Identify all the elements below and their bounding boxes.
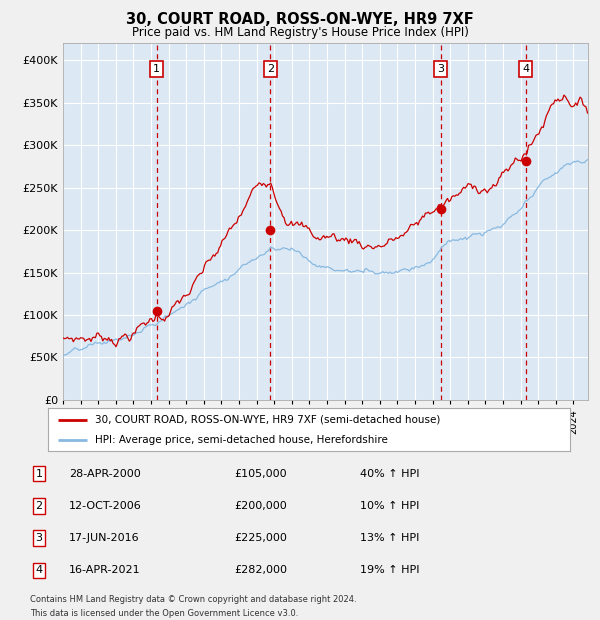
Text: 3: 3 [437,64,444,74]
Text: HPI: Average price, semi-detached house, Herefordshire: HPI: Average price, semi-detached house,… [95,435,388,445]
Text: This data is licensed under the Open Government Licence v3.0.: This data is licensed under the Open Gov… [30,608,298,618]
Text: 30, COURT ROAD, ROSS-ON-WYE, HR9 7XF (semi-detached house): 30, COURT ROAD, ROSS-ON-WYE, HR9 7XF (se… [95,415,440,425]
Text: Price paid vs. HM Land Registry's House Price Index (HPI): Price paid vs. HM Land Registry's House … [131,26,469,39]
Text: £282,000: £282,000 [234,565,287,575]
Text: 16-APR-2021: 16-APR-2021 [69,565,140,575]
Text: 4: 4 [35,565,43,575]
Text: 1: 1 [153,64,160,74]
Text: 4: 4 [522,64,529,74]
Text: 1: 1 [35,469,43,479]
Text: 13% ↑ HPI: 13% ↑ HPI [360,533,419,543]
Text: 30, COURT ROAD, ROSS-ON-WYE, HR9 7XF: 30, COURT ROAD, ROSS-ON-WYE, HR9 7XF [126,12,474,27]
Text: 3: 3 [35,533,43,543]
Text: £105,000: £105,000 [234,469,287,479]
Text: 17-JUN-2016: 17-JUN-2016 [69,533,140,543]
Text: 12-OCT-2006: 12-OCT-2006 [69,501,142,511]
Text: 2: 2 [267,64,274,74]
Text: 2: 2 [35,501,43,511]
Text: Contains HM Land Registry data © Crown copyright and database right 2024.: Contains HM Land Registry data © Crown c… [30,595,356,604]
Text: £200,000: £200,000 [234,501,287,511]
Text: £225,000: £225,000 [234,533,287,543]
Text: 19% ↑ HPI: 19% ↑ HPI [360,565,419,575]
Text: 10% ↑ HPI: 10% ↑ HPI [360,501,419,511]
Text: 40% ↑ HPI: 40% ↑ HPI [360,469,419,479]
Text: 28-APR-2000: 28-APR-2000 [69,469,141,479]
